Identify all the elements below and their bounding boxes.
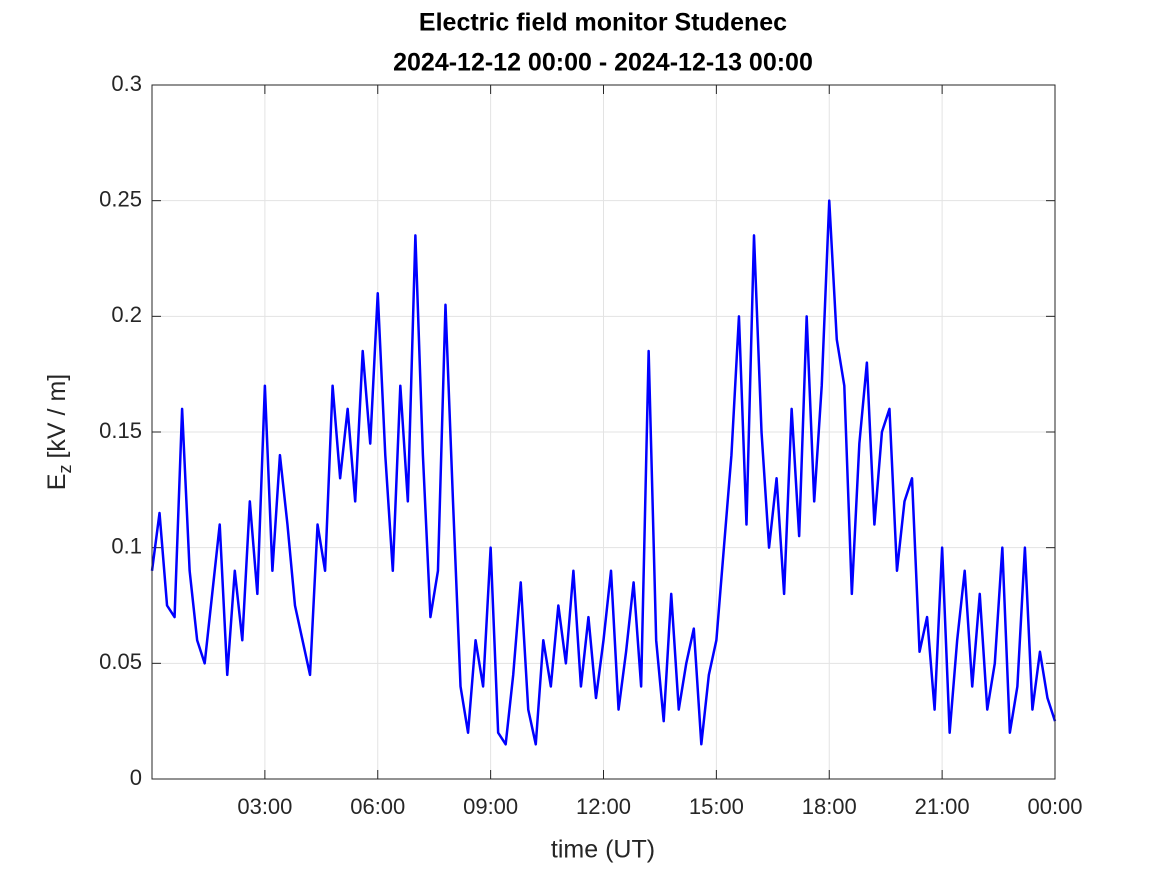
y-tick-label: 0.25 — [99, 186, 142, 211]
y-label-main: E — [43, 474, 71, 491]
y-tick-label: 0 — [130, 765, 142, 790]
y-label-subscript: z — [55, 465, 75, 474]
y-tick-label: 0.3 — [111, 71, 142, 96]
x-tick-label: 00:00 — [1027, 794, 1082, 819]
y-tick-label: 0.2 — [111, 302, 142, 327]
chart-title: Electric field monitor Studenec — [419, 9, 787, 37]
x-tick-label: 03:00 — [237, 794, 292, 819]
plot-frame — [151, 84, 1056, 780]
x-tick-label: 18:00 — [802, 794, 857, 819]
y-tick-label: 0.15 — [99, 418, 142, 443]
y-axis-label: Ez [kV / m] — [43, 374, 75, 490]
x-tick-label: 15:00 — [689, 794, 744, 819]
y-tick-label: 0.1 — [111, 533, 142, 558]
y-label-unit: [kV / m] — [43, 374, 71, 459]
x-tick-label: 06:00 — [350, 794, 405, 819]
data-line — [150, 199, 1057, 746]
y-tick-label: 0.05 — [99, 649, 142, 674]
x-tick-label: 09:00 — [463, 794, 518, 819]
x-tick-label: 12:00 — [576, 794, 631, 819]
x-axis-label: time (UT) — [551, 836, 655, 864]
chart-subtitle: 2024-12-12 00:00 - 2024-12-13 00:00 — [393, 49, 813, 77]
x-tick-label: 21:00 — [915, 794, 970, 819]
